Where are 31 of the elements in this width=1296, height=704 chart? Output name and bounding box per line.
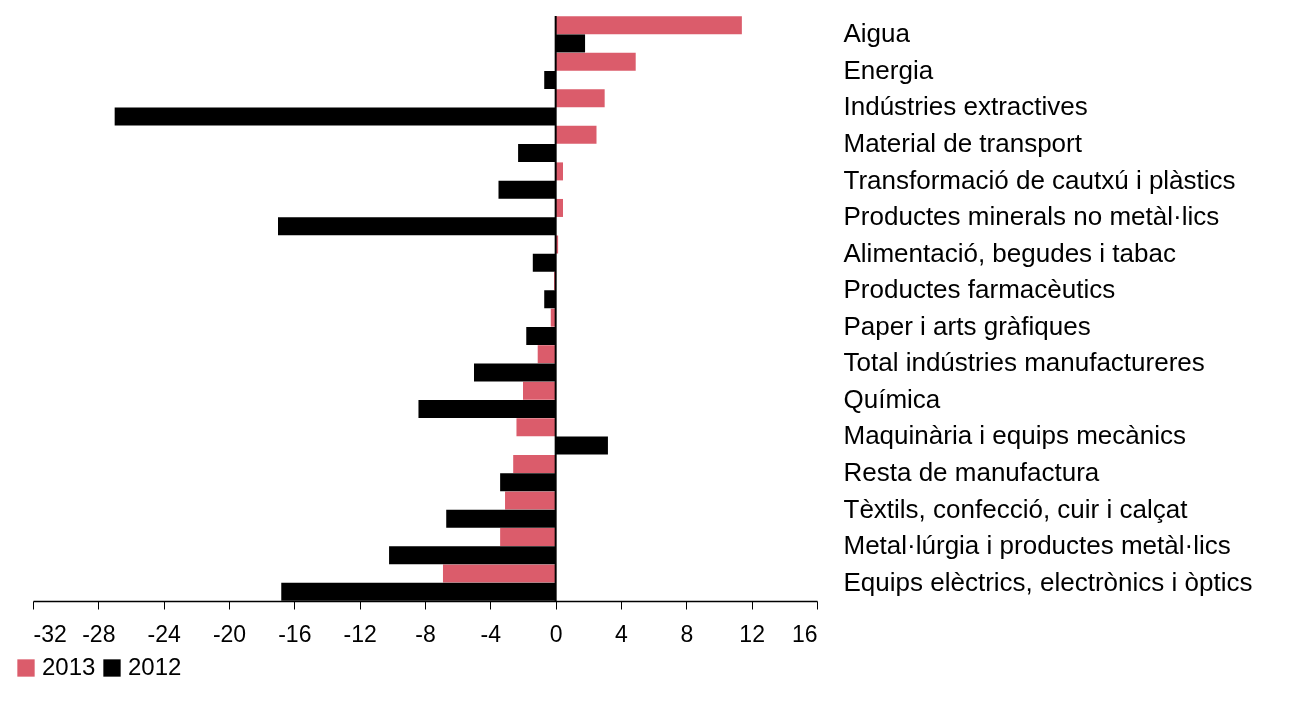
x-tick-label: -32 <box>33 620 67 647</box>
y-tick-label: Equips elèctrics, electrònics i òptics <box>843 566 1253 597</box>
legend-label: 2013 <box>42 653 96 680</box>
y-tick-label: Aigua <box>843 18 911 49</box>
x-tick-label: -28 <box>82 620 116 647</box>
y-tick-label: Maquinària i equips mecànics <box>843 420 1187 451</box>
y-tick-label: Metal·lúrgia i productes metàl·lics <box>843 530 1231 561</box>
x-tick-label: -8 <box>415 620 436 647</box>
x-tick-label: -4 <box>480 620 502 647</box>
x-tick-label: -24 <box>147 620 181 647</box>
x-tick-label: -16 <box>278 620 312 647</box>
y-tick-label: Alimentació, begudes i tabac <box>843 237 1176 268</box>
y-tick-label: Química <box>843 383 941 414</box>
x-tick-label: -12 <box>343 620 377 647</box>
legend-label: 2012 <box>128 653 182 680</box>
y-tick-label: Material de transport <box>843 127 1083 158</box>
y-tick-label: Productes farmacèutics <box>843 274 1116 305</box>
y-tick-label: Energia <box>843 54 934 85</box>
x-tick-label: 4 <box>615 620 629 647</box>
x-tick-label: 8 <box>680 620 694 647</box>
x-tick-label: 16 <box>791 620 818 647</box>
x-tick-label: 12 <box>739 620 765 647</box>
x-tick-label: -20 <box>212 620 247 647</box>
y-tick-label: Total indústries manufactureres <box>843 347 1205 378</box>
y-tick-label: Productes minerals no metàl·lics <box>843 201 1220 232</box>
y-tick-label: Transformació de cautxú i plàstics <box>843 164 1236 195</box>
y-tick-label: Paper i arts gràfiques <box>843 310 1091 341</box>
y-tick-label: Indústries extractives <box>843 91 1088 122</box>
y-tick-label: Resta de manufactura <box>843 457 1100 488</box>
x-tick-label: 0 <box>549 620 563 647</box>
y-tick-label: Tèxtils, confecció, cuir i calçat <box>843 493 1189 524</box>
